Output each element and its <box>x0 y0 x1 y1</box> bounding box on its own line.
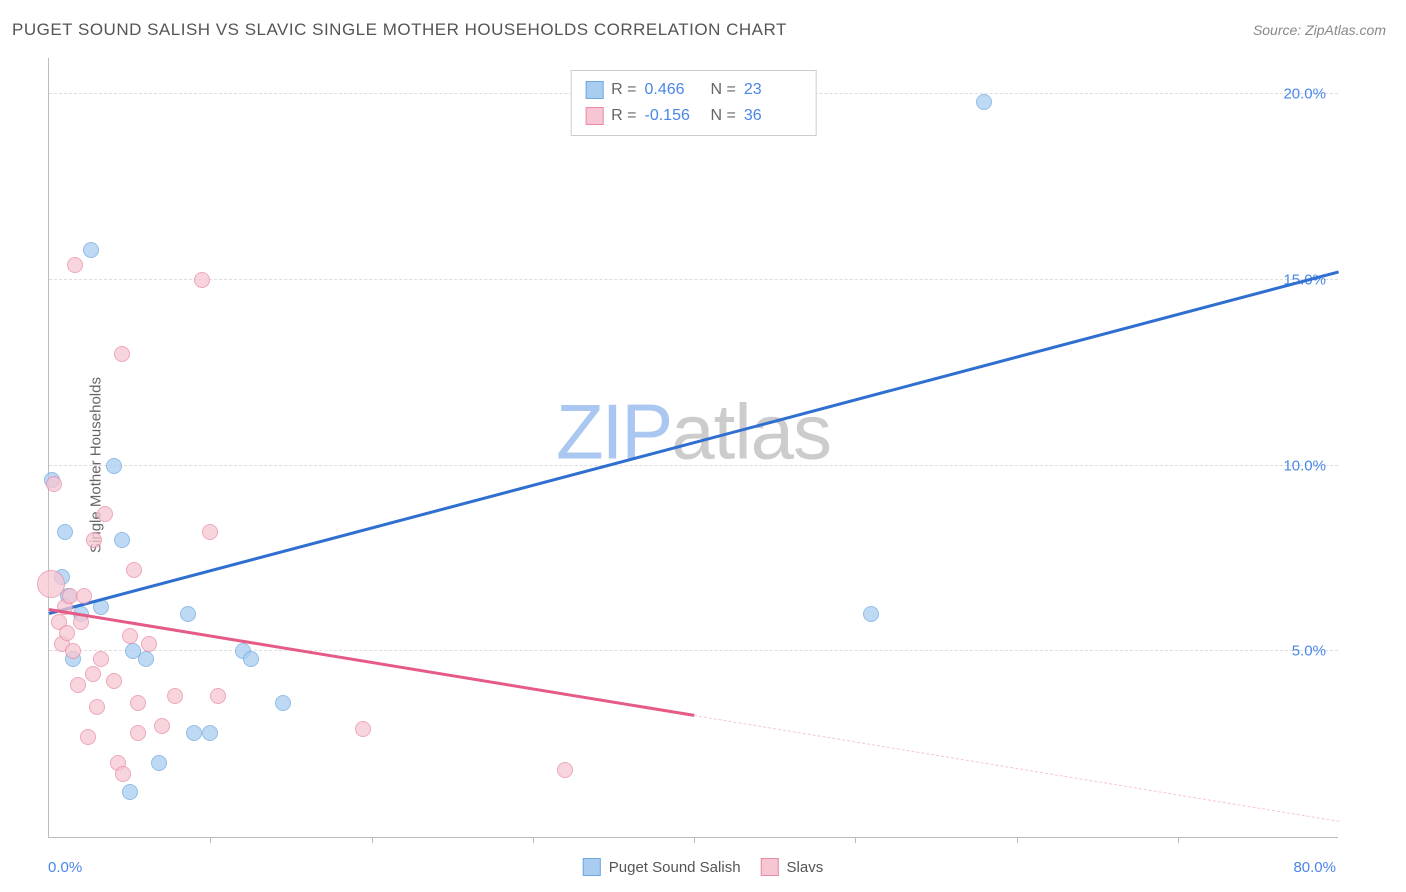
scatter-point <box>180 606 196 622</box>
legend-swatch <box>585 81 603 99</box>
trend-line <box>49 270 1340 614</box>
legend-row: R = 0.466 N = 23 <box>585 77 802 103</box>
legend-label: Puget Sound Salish <box>609 859 741 876</box>
scatter-point <box>93 651 109 667</box>
source-link[interactable]: ZipAtlas.com <box>1305 22 1386 38</box>
scatter-point <box>106 673 122 689</box>
scatter-point <box>167 688 183 704</box>
scatter-point <box>115 766 131 782</box>
y-tick-label: 20.0% <box>1283 86 1326 103</box>
scatter-point <box>557 762 573 778</box>
legend-item: Puget Sound Salish <box>583 858 741 876</box>
scatter-point <box>85 666 101 682</box>
scatter-point <box>243 651 259 667</box>
chart-title: PUGET SOUND SALISH VS SLAVIC SINGLE MOTH… <box>12 20 787 40</box>
scatter-point <box>210 688 226 704</box>
scatter-point <box>70 677 86 693</box>
scatter-point <box>97 506 113 522</box>
legend-swatch <box>583 858 601 876</box>
gridline <box>49 279 1338 280</box>
scatter-point <box>37 570 65 598</box>
plot-area: ZIPatlas R =0.466N =23R =-0.156N =36 5.0… <box>48 58 1338 838</box>
scatter-point <box>86 532 102 548</box>
scatter-point <box>275 695 291 711</box>
r-label: R = <box>611 103 636 129</box>
n-label: N = <box>711 77 736 103</box>
r-value: -0.156 <box>645 103 703 129</box>
x-tick <box>694 837 695 843</box>
scatter-point <box>65 643 81 659</box>
legend-item: Slavs <box>761 858 824 876</box>
scatter-point <box>194 272 210 288</box>
y-tick-label: 10.0% <box>1283 457 1326 474</box>
scatter-point <box>151 755 167 771</box>
scatter-point <box>67 257 83 273</box>
chart-container: Single Mother Households ZIPatlas R =0.4… <box>0 50 1406 880</box>
scatter-point <box>130 725 146 741</box>
source-prefix: Source: <box>1253 22 1305 38</box>
scatter-point <box>141 636 157 652</box>
scatter-point <box>154 718 170 734</box>
source-attribution: Source: ZipAtlas.com <box>1253 22 1386 38</box>
x-axis-max-label: 80.0% <box>1293 859 1336 876</box>
x-tick <box>855 837 856 843</box>
legend-swatch <box>761 858 779 876</box>
scatter-point <box>138 651 154 667</box>
gridline <box>49 465 1338 466</box>
scatter-point <box>202 725 218 741</box>
x-tick <box>1178 837 1179 843</box>
legend-row: R = -0.156 N = 36 <box>585 103 802 129</box>
scatter-point <box>130 695 146 711</box>
scatter-point <box>863 606 879 622</box>
trend-line-dashed <box>694 715 1339 822</box>
legend-label: Slavs <box>787 859 824 876</box>
scatter-point <box>114 346 130 362</box>
x-tick <box>372 837 373 843</box>
correlation-legend: R = 0.466 N = 23 R = -0.156 N = 36 <box>570 70 817 136</box>
scatter-point <box>76 588 92 604</box>
scatter-point <box>355 721 371 737</box>
scatter-point <box>114 532 130 548</box>
x-axis-min-label: 0.0% <box>48 859 82 876</box>
x-tick <box>533 837 534 843</box>
scatter-point <box>122 628 138 644</box>
scatter-point <box>106 458 122 474</box>
n-value: 36 <box>744 103 802 129</box>
y-tick-label: 5.0% <box>1292 643 1326 660</box>
scatter-point <box>122 784 138 800</box>
scatter-point <box>186 725 202 741</box>
x-tick <box>210 837 211 843</box>
scatter-point <box>976 94 992 110</box>
scatter-point <box>80 729 96 745</box>
series-legend: Puget Sound Salish Slavs <box>583 858 823 876</box>
scatter-point <box>202 524 218 540</box>
scatter-point <box>126 562 142 578</box>
r-value: 0.466 <box>645 77 703 103</box>
watermark-atlas: atlas <box>671 387 831 475</box>
n-value: 23 <box>744 77 802 103</box>
n-label: N = <box>711 103 736 129</box>
scatter-point <box>83 242 99 258</box>
x-tick <box>1017 837 1018 843</box>
scatter-point <box>59 625 75 641</box>
r-label: R = <box>611 77 636 103</box>
scatter-point <box>57 524 73 540</box>
scatter-point <box>89 699 105 715</box>
scatter-point <box>46 476 62 492</box>
legend-swatch <box>585 107 603 125</box>
